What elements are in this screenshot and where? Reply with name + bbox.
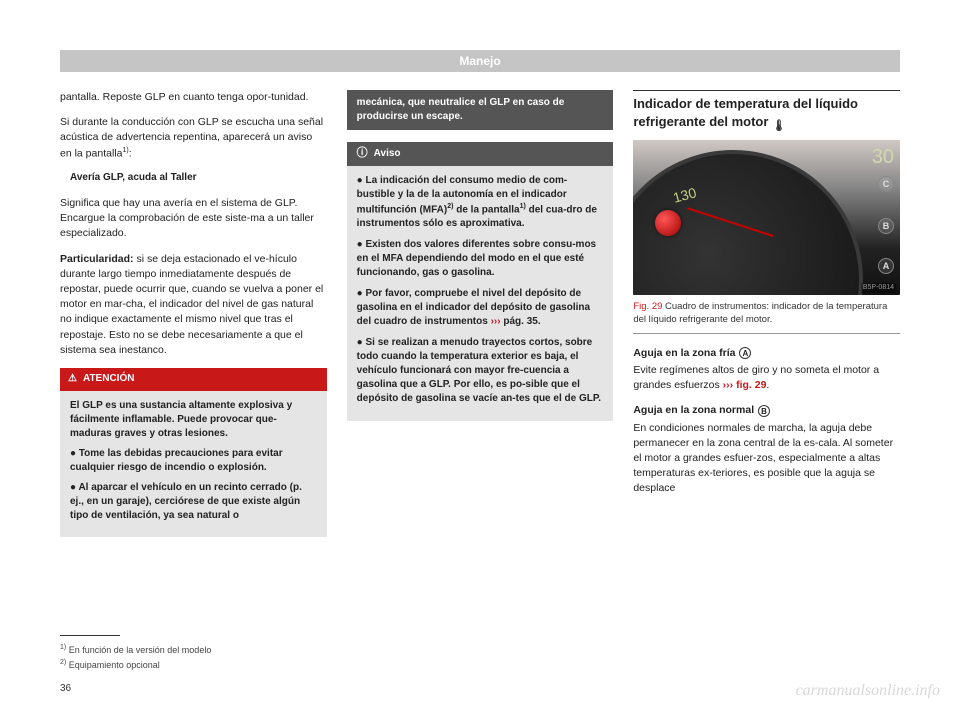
column-1: pantalla. Reposte GLP en cuanto tenga op… [60,90,327,620]
column-2: mecánica, que neutralice el GLP en caso … [347,90,614,620]
aviso-body: ● La indicación del consumo medio de com… [347,166,614,421]
subsection-b-body: En condiciones normales de marcha, la ag… [633,421,900,497]
aviso-box: Aviso ● La indicación del consumo medio … [347,142,614,421]
col1-p1: pantalla. Reposte GLP en cuanto tenga op… [60,90,327,105]
aviso-p1: ● La indicación del consumo medio de com… [357,174,604,231]
col1-p2: Si durante la conducción con GLP se escu… [60,115,327,161]
figure-caption: Fig. 29 Cuadro de instrumentos: indicado… [633,301,900,334]
subsection-a-body: Evite regímenes altos de giro y no somet… [633,363,900,393]
col1-p2-text-a: Si durante la conducción con GLP se escu… [60,116,323,159]
col1-p4: Particularidad: si se deja estacionado e… [60,252,327,359]
fig-29-link: fig. 29 [733,379,766,391]
footnotes-rule [60,635,120,636]
figure-number: Fig. 29 [633,301,662,312]
circle-b-icon: B [758,405,770,417]
aviso-label: Aviso [374,147,401,162]
aviso-header: Aviso [347,142,614,166]
aviso-p4: ● Si se realizan a menudo trayectos cort… [357,336,604,406]
gauge-image: 130 30 C B A B5P-0814 [633,140,900,295]
figure-caption-text: Cuadro de instrumentos: indicador de la … [633,301,887,325]
atencion-p1: El GLP es una sustancia altamente explos… [70,399,317,441]
gauge-marker-c: C [878,176,894,192]
section-title-text: Indicador de temperatura del líquido ref… [633,96,858,129]
page-number: 36 [60,683,71,694]
aviso-p2: ● Existen dos valores diferentes sobre c… [357,238,604,280]
subsection-a-label: Aguja en la zona fría A [633,346,900,361]
circle-a-icon: A [739,347,751,359]
watermark: carmanualsonline.info [796,682,940,700]
section-title: Indicador de temperatura del líquido ref… [633,90,900,130]
section-header: Manejo [60,50,900,72]
subsection-b-text: Aguja en la zona normal [633,404,757,416]
footnote-2-text: Equipamiento opcional [66,660,160,670]
gauge-marker-a: A [878,258,894,274]
sub-a-text-b: . [766,379,769,391]
thermometer-icon [772,116,786,128]
col1-subheading: Avería GLP, acuda al Taller [70,171,327,186]
atencion-label: ATENCIÓN [83,372,134,387]
footnote-1-text: En función de la versión del modelo [66,645,211,655]
gauge-marker-b: B [878,218,894,234]
footnote-2: 2) Equipamiento opcional [60,659,330,670]
atencion-header: ATENCIÓN [60,368,327,391]
atencion-p2: ● Tome las debidas precauciones para evi… [70,447,317,475]
dark-continuation-box: mecánica, que neutralice el GLP en caso … [347,90,614,130]
content-columns: pantalla. Reposte GLP en cuanto tenga op… [60,90,900,620]
aviso-p3-b: pág. 35. [501,316,541,327]
gauge-label-30: 30 [872,143,894,172]
aviso-p1-b: de la pantalla [453,204,519,215]
col1-p4-bold: Particularidad: [60,253,134,265]
aviso-p3-a: ● Por favor, compruebe el nivel del depó… [357,288,590,327]
col1-p2-text-b: : [129,147,132,159]
col1-p4-rest: si se deja estacionado el ve-hículo dura… [60,253,323,356]
atencion-body: El GLP es una sustancia altamente explos… [60,391,327,537]
atencion-p3: ● Al aparcar el vehículo en un recinto c… [70,481,317,523]
footnote-1: 1) En función de la versión del modelo [60,644,330,655]
footnotes: 1) En función de la versión del modelo 2… [60,635,330,674]
column-3: Indicador de temperatura del líquido ref… [633,90,900,620]
col1-p3: Significa que hay una avería en el siste… [60,196,327,242]
gauge-ref-number: B5P-0814 [861,283,896,293]
chevrons-icon: ››› [491,316,501,327]
page: Manejo pantalla. Reposte GLP en cuanto t… [0,0,960,708]
aviso-p3: ● Por favor, compruebe el nivel del depó… [357,287,604,329]
atencion-box: ATENCIÓN El GLP es una sustancia altamen… [60,368,327,537]
subsection-b-label: Aguja en la zona normal B [633,403,900,418]
chevrons-icon-2: ››› [723,379,734,391]
subsection-a-text: Aguja en la zona fría [633,347,738,359]
figure-29: 130 30 C B A B5P-0814 [633,140,900,295]
